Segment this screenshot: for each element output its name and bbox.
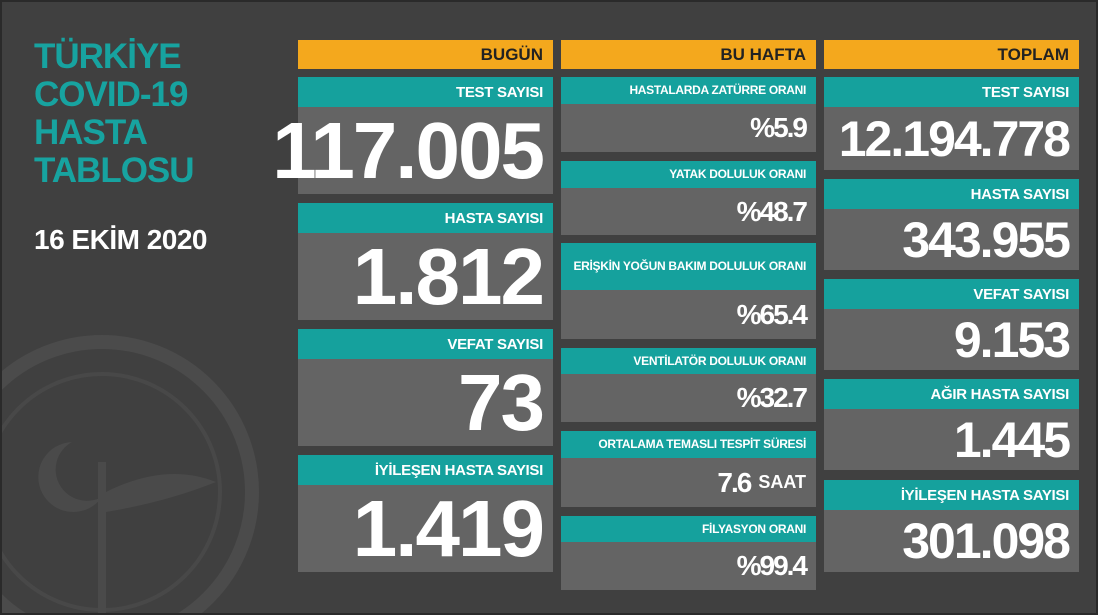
value-text: 1.419 [352, 483, 545, 573]
card-value: %65.4 [561, 290, 816, 339]
value-text: 301.098 [902, 513, 1071, 569]
card-value: 1.445 [824, 409, 1079, 470]
card-value: 9.153 [824, 309, 1079, 370]
value-text: %32.7 [736, 382, 808, 413]
card-label: AĞIR HASTA SAYISI [824, 379, 1079, 409]
card-label: ORTALAMA TEMASLI TESPİT SÜRESİ [561, 431, 816, 458]
card-label: VEFAT SAYISI [298, 329, 553, 359]
card-label: HASTALARDA ZATÜRRE ORANI [561, 77, 816, 104]
card-label: FİLYASYON ORANI [561, 516, 816, 542]
card-label: VEFAT SAYISI [824, 279, 1079, 309]
card-value: %5.9 [561, 104, 816, 152]
date: 16 EKİM 2020 [34, 224, 208, 255]
column-header: BUGÜN [298, 40, 553, 69]
value-text: 117.005 [272, 105, 545, 195]
card-value: %99.4 [561, 542, 816, 590]
card-value: 1.812 [298, 231, 553, 321]
card-label: İYİLEŞEN HASTA SAYISI [298, 455, 553, 485]
emblem [2, 335, 259, 613]
card-label: İYİLEŞEN HASTA SAYISI [824, 480, 1079, 510]
column-header: BU HAFTA [561, 40, 816, 69]
card-label: TEST SAYISI [298, 77, 553, 107]
value-text: 9.153 [953, 311, 1071, 368]
card-label: VENTİLATÖR DOLULUK ORANI [561, 348, 816, 374]
card-value: 1.419 [298, 483, 553, 573]
column-header: TOPLAM [824, 40, 1079, 69]
value-text: %99.4 [736, 550, 808, 581]
card-value: 117.005 [272, 106, 553, 195]
card-value: 7.6 SAAT [561, 458, 816, 507]
title-line: COVID-19 [34, 75, 188, 114]
card-value: 343.955 [824, 209, 1079, 270]
card-label: HASTA SAYISI [824, 179, 1079, 209]
card-label: HASTA SAYISI [298, 203, 553, 233]
value-text: %48.7 [736, 195, 808, 227]
card-value: %32.7 [561, 374, 816, 422]
value-text: 73 [458, 357, 545, 447]
value-text: 7.6 [717, 466, 752, 498]
card-value: 73 [298, 357, 553, 447]
card-label: ERİŞKİN YOĞUN BAKIM DOLULUK ORANI [561, 243, 816, 290]
value-text: 1.812 [352, 231, 545, 321]
card-label: TEST SAYISI [824, 77, 1079, 107]
value-text: %65.4 [736, 298, 808, 330]
title: TÜRKİYE COVID-19 HASTA TABLOSU [34, 37, 195, 190]
value-unit: SAAT [758, 472, 806, 492]
title-line: HASTA [34, 113, 148, 152]
card-value: 12.194.778 [824, 107, 1079, 170]
card-label: YATAK DOLULUK ORANI [561, 161, 816, 188]
card-value: %48.7 [561, 188, 816, 235]
value-text: 343.955 [902, 211, 1071, 268]
title-line: TÜRKİYE [34, 37, 182, 76]
card-value: 301.098 [824, 510, 1079, 572]
value-text: 1.445 [953, 411, 1071, 468]
value-text: %5.9 [750, 112, 808, 143]
value-text: 12.194.778 [838, 110, 1071, 167]
title-line: TABLOSU [34, 151, 195, 190]
